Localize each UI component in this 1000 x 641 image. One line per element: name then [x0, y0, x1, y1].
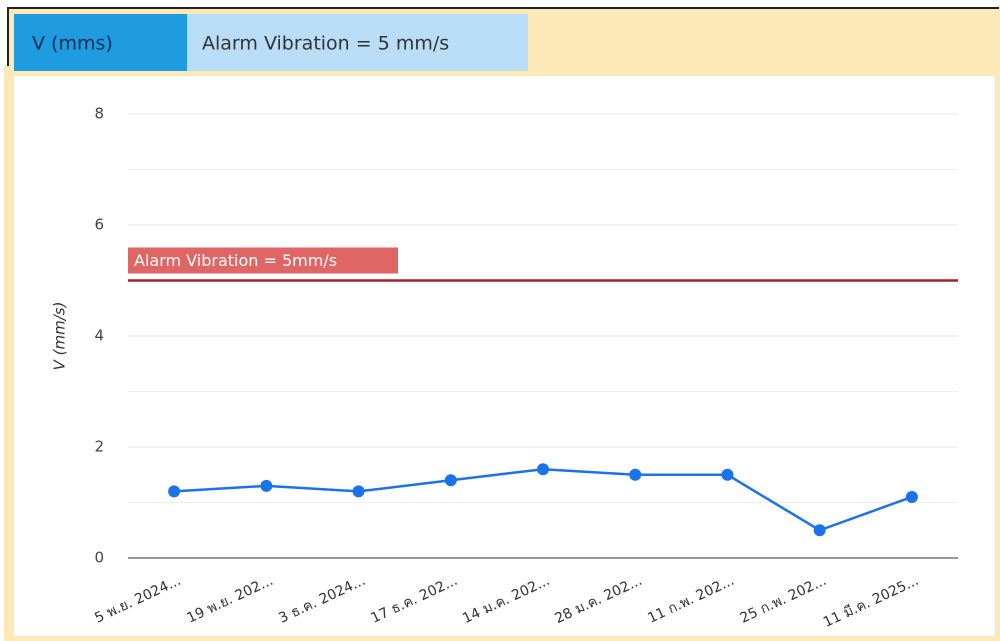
- point: [260, 479, 273, 492]
- point: [813, 524, 826, 537]
- point: [629, 468, 642, 481]
- y-axis-label: V (mm/s): [51, 302, 69, 371]
- y-tick-label: 4: [94, 327, 104, 345]
- point: [168, 485, 181, 498]
- y-tick-label: 0: [94, 549, 104, 567]
- y-tick-label: 6: [94, 216, 104, 234]
- point: [537, 463, 549, 476]
- point: [905, 490, 918, 503]
- point: [444, 474, 457, 487]
- tab-label: Alarm Vibration = 5 mm/s: [202, 33, 449, 55]
- alarm-label: Alarm Vibration = 5mm/s: [134, 251, 337, 270]
- alarm-label-box: [128, 247, 398, 274]
- point: [721, 468, 734, 481]
- tab-label: V (mms): [32, 33, 113, 55]
- frame: [7, 7, 999, 641]
- tab[interactable]: [14, 14, 187, 71]
- point: [352, 485, 365, 498]
- tab[interactable]: [187, 14, 528, 71]
- y-tick-label: 8: [94, 105, 104, 123]
- y-tick-label: 2: [94, 438, 104, 456]
